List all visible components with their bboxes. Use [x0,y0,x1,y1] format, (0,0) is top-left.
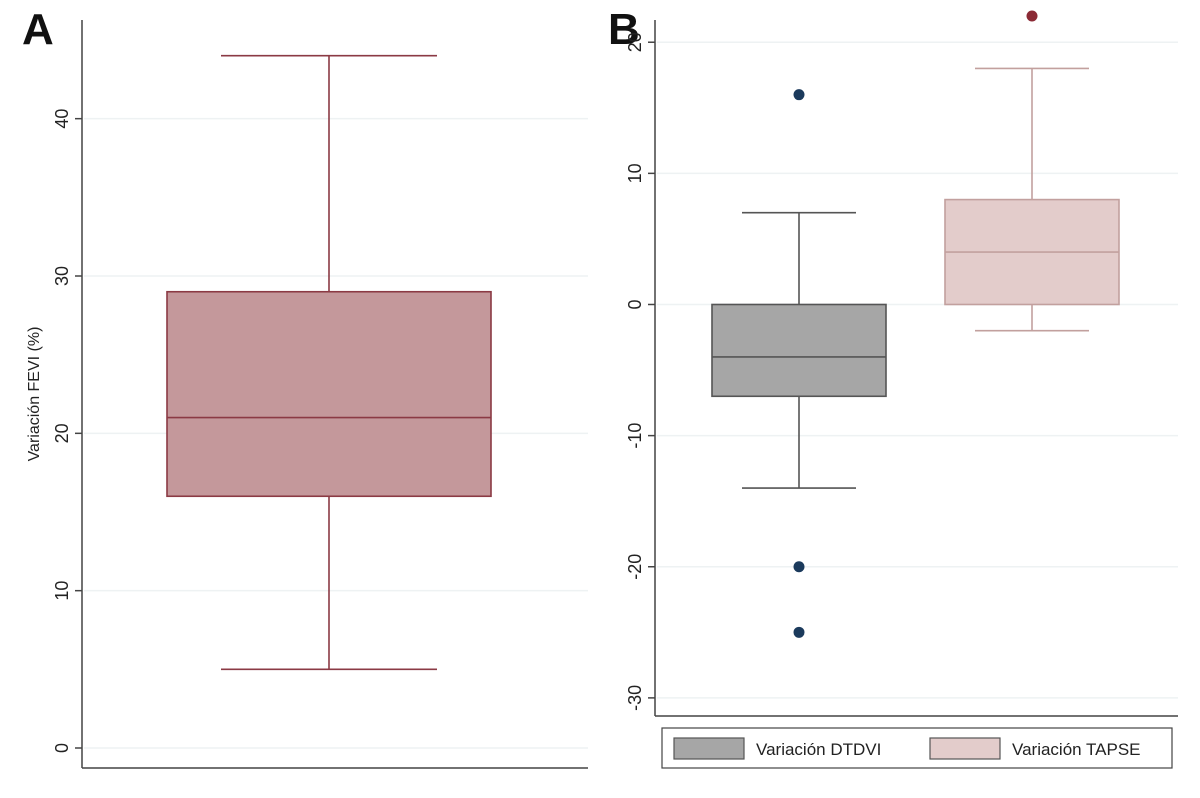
panel-a-y-ticks: 0 10 20 30 40 [52,109,82,753]
y-tick-label: -30 [625,685,645,711]
outlier-point [793,626,805,638]
box-iqr [711,303,887,398]
outlier-point [793,89,805,101]
panel-b: B -30 -20 -10 0 10 20 Variación DTDVI Variaci… [608,5,1178,769]
outlier-point [793,561,805,573]
y-tick-label: 0 [52,743,72,753]
legend-frame [661,727,1173,769]
y-tick-label: 0 [625,299,645,309]
panel-b-y-ticks: -30 -20 -10 0 10 20 [625,32,655,711]
y-tick-label: 20 [52,423,72,443]
outlier-point [1026,10,1038,22]
y-tick-label: 10 [52,581,72,601]
panel-a: A 0 10 20 30 40 Variación FEVI (%) [22,5,588,769]
panel-a-boxes [166,54,492,671]
y-tick-label: 30 [52,266,72,286]
panel-a-y-axis-title: Variación FEVI (%) [26,327,43,462]
panel-b-label: B [608,5,640,54]
panel-b-boxes [711,10,1120,638]
y-tick-label: -10 [625,423,645,449]
legend-swatch-dtdvi [673,737,745,760]
box-iqr [166,290,492,498]
legend-label-tapse: Variación TAPSE [1012,740,1141,759]
legend-label-dtdvi: Variación DTDVI [756,740,881,759]
y-tick-label: 10 [625,163,645,183]
box-group [944,10,1120,332]
y-tick-label: 40 [52,109,72,129]
y-tick-label: -20 [625,554,645,580]
legend: Variación DTDVI Variación TAPSE [661,727,1173,769]
box-group [711,89,887,638]
box-group [166,54,492,671]
y-tick-label: 20 [625,32,645,52]
panel-a-label: A [22,5,54,54]
legend-swatch-tapse [929,737,1001,760]
